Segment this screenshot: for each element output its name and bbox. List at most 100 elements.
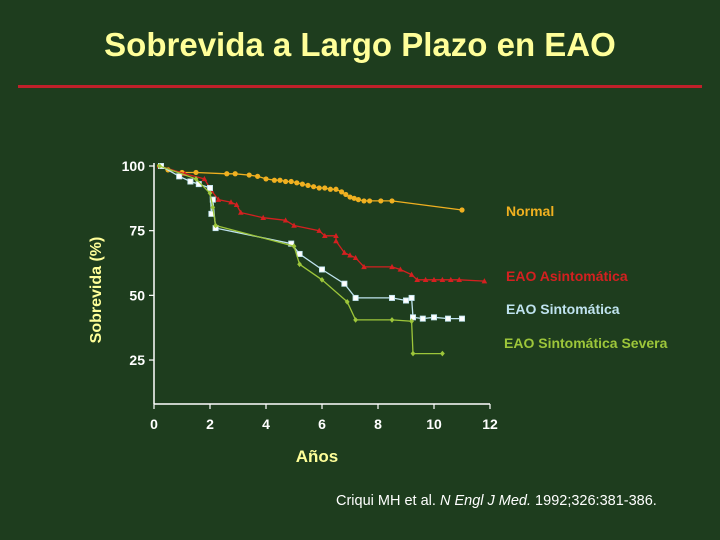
data-point-normal — [378, 198, 384, 204]
data-point-eao-sintomatica-severa — [440, 350, 445, 357]
data-point-eao-asintomatica — [448, 276, 454, 283]
data-point-eao-sintomatica-severa — [210, 204, 216, 211]
data-point-normal — [351, 195, 357, 201]
x-tick-label: 2 — [206, 416, 214, 432]
data-point-eao-sintomatica-severa — [157, 163, 162, 169]
x-tick-label: 4 — [262, 416, 270, 432]
data-point-normal — [305, 182, 311, 189]
data-point-normal — [294, 180, 300, 186]
data-point-normal — [224, 171, 230, 177]
data-point-normal — [263, 176, 269, 182]
data-point-eao-asintomatica — [333, 238, 339, 244]
data-point-eao-asintomatica — [233, 201, 240, 208]
series-label-eao-sintomatica: EAO Sintomática — [506, 301, 620, 317]
series-label-eao-asintomatica: EAO Asintomática — [506, 268, 628, 284]
data-point-eao-asintomatica — [389, 263, 395, 270]
series-line-eao-asintomatica — [159, 165, 485, 282]
data-point-eao-sintomatica-severa — [291, 243, 297, 249]
y-tick-label: 100 — [122, 158, 146, 174]
citation-authors: Criqui MH et al. — [336, 493, 440, 509]
citation-details: 1992;326:381-386. — [531, 493, 657, 509]
x-axis-label: Años — [296, 447, 339, 466]
data-point-eao-asintomatica — [361, 263, 367, 270]
data-point-eao-sintomatica-severa — [297, 261, 302, 268]
data-point-eao-asintomatica — [228, 199, 234, 205]
data-point-normal — [283, 178, 289, 185]
tick-group: 0 2 4 6 8 10 12 25 50 75 100 — [122, 158, 498, 432]
x-tick-label: 12 — [482, 416, 498, 432]
data-point-normal — [355, 197, 361, 203]
data-point-normal — [277, 177, 283, 183]
data-point-eao-sintomatica-severa — [410, 350, 416, 357]
data-point-eao-sintomatica-severa — [319, 277, 325, 283]
data-point-normal — [255, 173, 261, 179]
data-point-eao-sintomatica — [430, 314, 437, 321]
x-tick-label: 0 — [150, 416, 158, 432]
y-axis-label: Sobrevida (%) — [88, 237, 105, 344]
data-point-normal — [367, 198, 373, 204]
data-point-eao-asintomatica — [316, 227, 322, 233]
citation-journal: N Engl J Med. — [439, 493, 532, 509]
y-tick-label: 25 — [129, 352, 145, 368]
data-point-eao-asintomatica — [408, 271, 415, 277]
data-point-normal — [299, 181, 305, 187]
data-point-eao-asintomatica — [341, 249, 348, 255]
data-point-eao-sintomatica — [419, 315, 426, 322]
series-line-eao-sintomatica-severa — [159, 165, 443, 355]
data-point-eao-sintomatica-severa — [207, 190, 213, 196]
data-point-eao-sintomatica-severa — [213, 222, 218, 229]
data-point-eao-sintomatica — [206, 184, 213, 191]
data-point-eao-asintomatica — [215, 196, 222, 202]
data-point-eao-asintomatica — [282, 217, 289, 223]
series-group — [156, 162, 488, 357]
data-point-eao-sintomatica-severa — [344, 299, 350, 305]
data-point-normal — [311, 184, 317, 190]
data-point-normal — [246, 172, 252, 178]
y-tick-label: 75 — [129, 223, 145, 239]
data-point-eao-asintomatica — [397, 266, 404, 272]
data-point-eao-asintomatica — [333, 232, 339, 239]
data-point-eao-sintomatica — [176, 173, 183, 180]
data-point-normal — [339, 189, 345, 195]
data-point-normal — [459, 207, 465, 213]
data-point-eao-sintomatica — [209, 196, 216, 203]
data-point-eao-asintomatica — [291, 222, 297, 228]
series-label-eao-sintomatica-severa: EAO Sintomática Severa — [504, 335, 668, 351]
data-point-normal — [322, 185, 328, 191]
data-point-eao-sintomatica — [388, 294, 395, 301]
data-point-eao-asintomatica — [322, 232, 328, 239]
data-point-eao-sintomatica — [408, 294, 415, 301]
data-point-normal — [232, 171, 238, 177]
data-point-eao-asintomatica — [414, 276, 420, 283]
x-tick-label: 8 — [374, 416, 382, 432]
data-point-eao-asintomatica — [352, 254, 359, 261]
data-point-eao-asintomatica — [422, 276, 429, 283]
x-tick-label: 10 — [426, 416, 442, 432]
slide-title: Sobrevida a Largo Plazo en EAO — [104, 26, 616, 63]
data-point-normal — [193, 169, 199, 176]
data-point-normal — [288, 178, 294, 185]
data-point-normal — [327, 186, 333, 192]
series-label-normal: Normal — [506, 203, 554, 219]
data-point-eao-sintomatica-severa — [353, 317, 358, 323]
data-point-eao-sintomatica-severa — [409, 318, 414, 325]
data-point-normal — [389, 198, 395, 204]
title-divider — [18, 85, 702, 88]
data-point-eao-sintomatica — [187, 178, 194, 185]
y-tick-label: 50 — [129, 287, 145, 303]
data-point-eao-asintomatica — [439, 276, 446, 283]
data-point-eao-asintomatica — [238, 209, 244, 215]
data-point-eao-asintomatica — [456, 276, 462, 283]
data-point-eao-sintomatica — [409, 314, 416, 321]
data-point-eao-sintomatica — [352, 294, 359, 301]
data-point-normal — [347, 194, 353, 200]
data-point-eao-asintomatica — [201, 175, 208, 182]
data-point-normal — [316, 185, 322, 191]
data-point-eao-asintomatica — [260, 214, 266, 220]
data-point-normal — [271, 177, 277, 183]
data-point-eao-asintomatica — [481, 278, 488, 284]
data-point-eao-asintomatica — [347, 252, 353, 258]
data-point-eao-asintomatica — [431, 276, 437, 283]
